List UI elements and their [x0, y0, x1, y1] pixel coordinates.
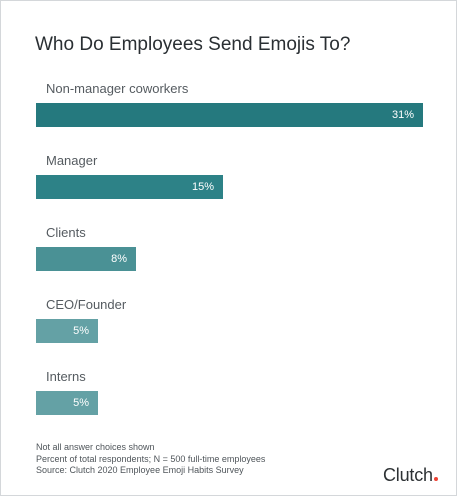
bar-track: 31%	[36, 103, 423, 127]
chart-title: Who Do Employees Send Emojis To?	[35, 34, 351, 55]
bar-category-label: Non-manager coworkers	[46, 81, 189, 96]
bar	[36, 247, 136, 271]
bar-track: 5%	[36, 319, 423, 343]
bar-group: Non-manager coworkers 31%	[36, 81, 423, 127]
bar-group: CEO/Founder 5%	[36, 297, 423, 343]
bar-category-label: CEO/Founder	[46, 297, 127, 312]
bar-value-label: 8%	[111, 253, 127, 265]
bar-track: 15%	[36, 175, 423, 199]
bar-track: 8%	[36, 247, 423, 271]
bar	[36, 103, 423, 127]
bar-group: Manager 15%	[36, 153, 423, 199]
bar	[36, 391, 98, 415]
footnote-line: Not all answer choices shown	[36, 442, 155, 452]
footnote-line: Percent of total respondents; N = 500 fu…	[36, 453, 266, 464]
bar-value-label: 31%	[391, 109, 414, 121]
clutch-logo: Clutch	[383, 465, 438, 486]
bar-category-label: Manager	[46, 153, 98, 168]
bar	[36, 319, 98, 343]
bar-value-label: 5%	[73, 397, 89, 409]
bar-track: 5%	[36, 391, 423, 415]
brand-name: Clutch	[383, 465, 433, 485]
bar-value-label: 15%	[191, 181, 214, 193]
brand-dot-icon	[433, 477, 438, 481]
bar	[36, 175, 223, 199]
bar-group: Clients 8%	[36, 225, 423, 271]
chart-footnotes: Not all answer choices shown Percent of …	[36, 442, 265, 477]
bar-group: Interns 5%	[36, 369, 423, 415]
bar-category-label: Interns	[46, 369, 86, 384]
footnote-line: Source: Clutch 2020 Employee Emoji Habit…	[36, 465, 244, 475]
bar-value-label: 5%	[73, 325, 89, 337]
bar-category-label: Clients	[46, 225, 86, 240]
